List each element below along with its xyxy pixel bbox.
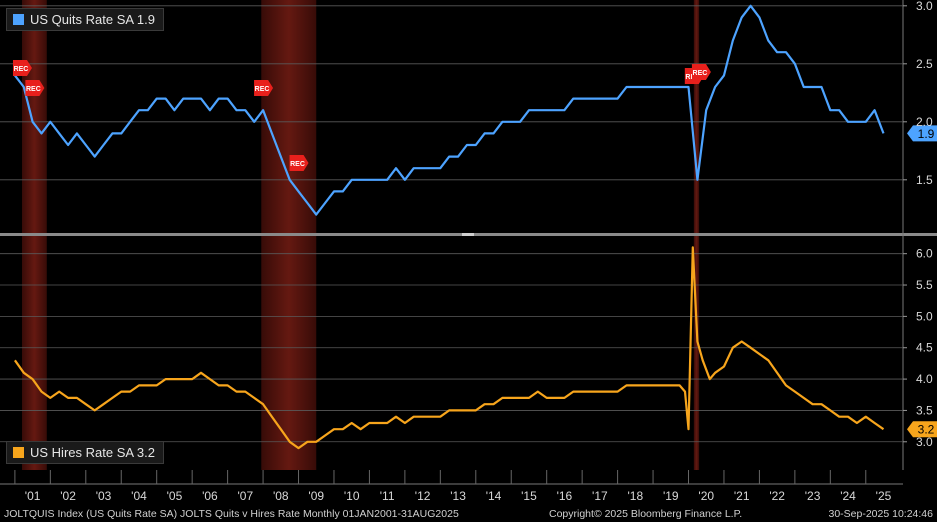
hires-legend-swatch	[13, 447, 24, 458]
x-tick-label-3: '04	[131, 489, 147, 503]
rec-marker-text-5: REC	[693, 70, 708, 77]
rec-marker-text-2: REC	[255, 86, 270, 93]
y-tick-label-0-2: 2.5	[916, 57, 933, 71]
series-line-1	[14, 246, 885, 450]
x-tick-label-23: '24	[840, 489, 856, 503]
y-tick-label-0-1: 2.0	[916, 115, 933, 129]
footer-bar: JOLTQUIS Index (US Quits Rate SA) JOLTS …	[0, 506, 937, 522]
rec-marker-3: REC	[289, 155, 309, 171]
y-tick-label-1-6: 6.0	[916, 247, 933, 261]
x-tick-label-14: '15	[521, 489, 537, 503]
x-tick-label-6: '07	[238, 489, 254, 503]
x-tick-label-12: '13	[450, 489, 466, 503]
x-tick-label-17: '18	[628, 489, 644, 503]
x-tick-label-16: '17	[592, 489, 608, 503]
footer-source: JOLTQUIS Index (US Quits Rate SA) JOLTS …	[4, 508, 459, 520]
rec-marker-1: REC	[25, 80, 45, 96]
y-tick-label-1-5: 5.5	[916, 278, 933, 292]
y-tick-label-0-3: 3.0	[916, 0, 933, 13]
axis-labels-layer: 1.5 2.0 2.5 3.0 3.0 3.5 4.0 4.5 5.0 5.5 6.0 '01 '02 '…	[14, 0, 933, 503]
quits-legend-label: US Quits Rate SA 1.9	[30, 12, 156, 27]
rec-marker-5: REC	[691, 64, 711, 80]
last-value-tag-bg-1	[907, 421, 937, 438]
rec-marker-0: REC	[12, 60, 32, 76]
quits-legend[interactable]: US Quits Rate SA 1.9	[6, 8, 165, 31]
last-value-tag-bg-0	[907, 125, 937, 142]
series-lines-layer: 1.9 3.2	[14, 4, 937, 450]
series-line-0	[14, 4, 885, 216]
x-tick-label-20: '21	[734, 489, 750, 503]
rec-marker-text-0: REC	[14, 66, 29, 73]
x-tick-label-5: '06	[202, 489, 218, 503]
rec-marker-text-1: REC	[26, 86, 41, 93]
x-tick-label-4: '05	[167, 489, 183, 503]
x-tick-label-8: '09	[308, 489, 324, 503]
gridlines-layer	[0, 0, 937, 485]
x-tick-label-1: '02	[60, 489, 76, 503]
y-tick-label-1-2: 4.0	[916, 372, 933, 386]
hires-legend[interactable]: US Hires Rate SA 3.2	[6, 441, 164, 464]
panel-divider-handle	[462, 233, 474, 236]
recession-markers-layer: RECRECRECRECRECREC	[12, 60, 711, 171]
rec-marker-bg-0	[12, 60, 32, 76]
x-tick-label-13: '14	[486, 489, 502, 503]
y-tick-label-1-4: 5.0	[916, 309, 933, 323]
x-tick-label-24: '25	[876, 489, 892, 503]
y-tick-label-0-0: 1.5	[916, 173, 933, 187]
x-tick-label-15: '16	[557, 489, 573, 503]
hires-legend-label: US Hires Rate SA 3.2	[30, 445, 155, 460]
last-value-tag-1: 3.2	[907, 421, 937, 438]
rec-marker-bg-2	[254, 80, 274, 96]
x-tick-label-7: '08	[273, 489, 289, 503]
footer-timestamp: 30-Sep-2025 10:24:46	[828, 508, 933, 520]
footer-copyright: Copyright© 2025 Bloomberg Finance L.P.	[549, 508, 743, 520]
x-tick-label-9: '10	[344, 489, 360, 503]
x-tick-label-0: '01	[25, 489, 41, 503]
y-tick-label-1-1: 3.5	[916, 403, 933, 417]
quits-legend-swatch	[13, 14, 24, 25]
x-tick-label-18: '19	[663, 489, 679, 503]
x-tick-label-11: '12	[415, 489, 431, 503]
x-tick-label-10: '11	[380, 489, 395, 503]
x-tick-label-22: '23	[805, 489, 821, 503]
rec-marker-2: REC	[254, 80, 274, 96]
rec-marker-bg-5	[691, 64, 711, 80]
last-value-tag-0: 1.9	[907, 125, 937, 142]
x-tick-label-19: '20	[698, 489, 714, 503]
rec-marker-text-3: REC	[290, 161, 305, 168]
x-tick-label-21: '22	[769, 489, 785, 503]
last-value-tag-text-1: 3.2	[918, 423, 935, 437]
rec-marker-bg-1	[25, 80, 45, 96]
rec-marker-bg-3	[289, 155, 309, 171]
y-tick-label-1-3: 4.5	[916, 341, 933, 355]
x-tick-label-2: '03	[96, 489, 112, 503]
last-value-tag-text-0: 1.9	[918, 127, 935, 141]
y-tick-label-1-0: 3.0	[916, 435, 933, 449]
